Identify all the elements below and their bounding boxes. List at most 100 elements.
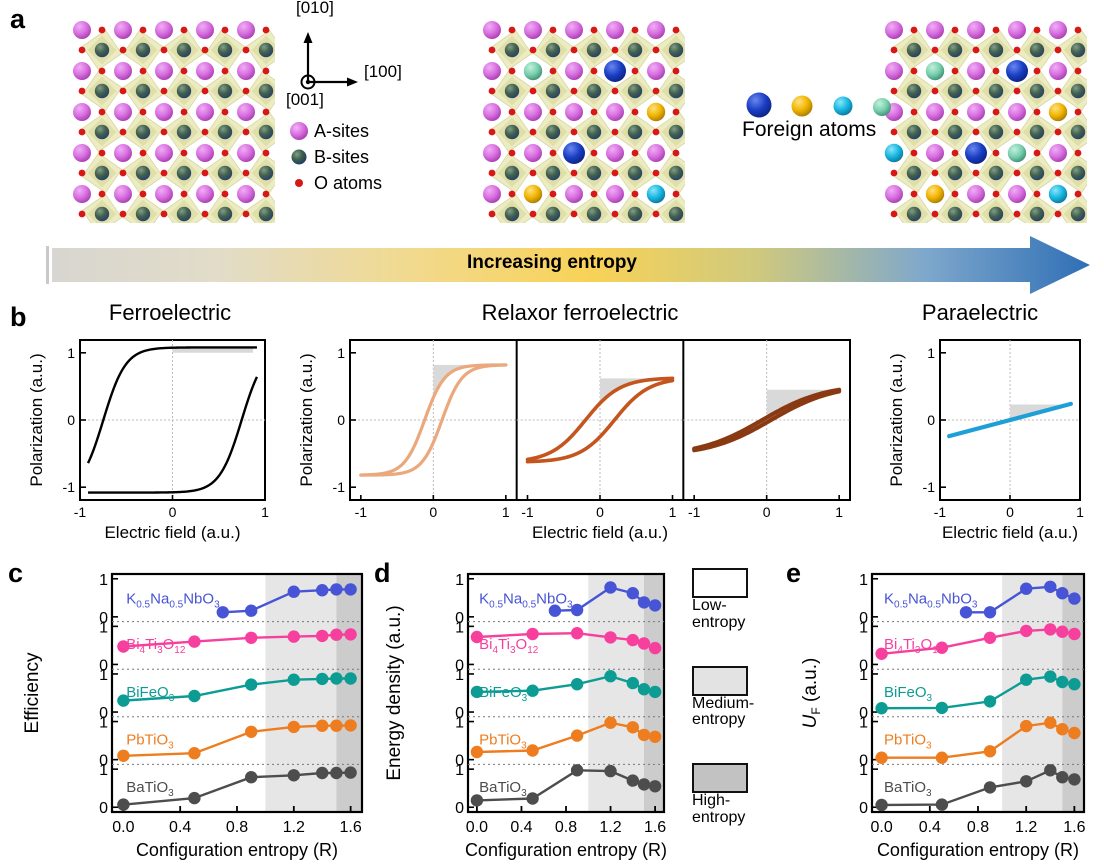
- svg-text:0: 0: [169, 504, 177, 520]
- legend-row-b-sites: B-sites: [288, 144, 382, 170]
- svg-text:0.0: 0.0: [466, 819, 488, 836]
- svg-text:0: 0: [859, 753, 868, 770]
- svg-text:1: 1: [835, 504, 843, 520]
- entropy-legend-label-low-2: entropy: [692, 613, 746, 631]
- svg-text:-1: -1: [63, 479, 76, 495]
- svg-text:Bi4Ti3O12: Bi4Ti3O12: [884, 636, 944, 656]
- svg-text:0: 0: [859, 610, 868, 627]
- svg-text:0.0: 0.0: [112, 819, 134, 836]
- title-paraelectric: Paraelectric: [921, 300, 1039, 325]
- svg-text:0: 0: [455, 657, 464, 674]
- svg-text:1.2: 1.2: [599, 819, 621, 836]
- svg-text:1: 1: [67, 345, 75, 361]
- svg-text:1: 1: [455, 572, 464, 589]
- svg-text:-1: -1: [74, 504, 87, 520]
- entropy-legend-swatch-low: [692, 568, 748, 598]
- entropy-legend: Low- entropy Medium- entropy High- entro…: [692, 568, 754, 827]
- svg-text:Bi4Ti3O12: Bi4Ti3O12: [126, 636, 186, 656]
- direction-axes-svg: [300, 32, 358, 90]
- svg-text:1: 1: [99, 667, 108, 684]
- svg-text:-1: -1: [333, 479, 346, 495]
- svg-text:Energy density (a.u.): Energy density (a.u.): [384, 605, 405, 780]
- foreign-atoms-svg: [746, 92, 891, 118]
- entropy-legend-label-high-1: High-: [692, 792, 731, 810]
- svg-text:0: 0: [99, 800, 108, 817]
- svg-text:PbTiO3: PbTiO3: [884, 731, 932, 751]
- svg-text:0.0: 0.0: [871, 819, 893, 836]
- svg-text:1: 1: [337, 345, 345, 361]
- svg-text:0: 0: [337, 412, 345, 428]
- legend-row-o-atoms: O atoms: [288, 170, 382, 196]
- panel-letter-d: d: [374, 558, 391, 588]
- svg-text:1: 1: [99, 619, 108, 636]
- hysteresis-relaxor-group: -1 0 1 -1 0 1 -1 0 1 1 0 -1 Polarization (a.u.) Elect…: [290, 330, 870, 545]
- entropy-legend-label-high-2: entropy: [692, 808, 746, 826]
- svg-text:PbTiO3: PbTiO3: [479, 731, 527, 751]
- increasing-entropy-arrow: [12, 236, 1092, 296]
- svg-text:1.6: 1.6: [644, 819, 666, 836]
- structure-legend: A-sites B-sites O atoms: [288, 118, 382, 196]
- panel-letter-c: c: [8, 558, 24, 588]
- direction-label-001: [001]: [286, 90, 324, 109]
- svg-text:BiFeO3: BiFeO3: [884, 684, 933, 704]
- foreign-atoms-swatches: [745, 88, 925, 122]
- entropy-arrow-svg: [46, 236, 1090, 294]
- legend-row-a-sites: A-sites: [288, 118, 382, 144]
- lattice-svg-ordered: [73, 21, 275, 223]
- svg-text:1: 1: [1076, 504, 1084, 520]
- svg-text:1: 1: [927, 345, 935, 361]
- svg-text:0: 0: [429, 504, 437, 520]
- svg-text:1: 1: [455, 715, 464, 732]
- chart-panel-d: 1 0 1 0 1 0 1 0 1 0 0.0 0.4 0.8 1.2 1.6 K0.5Na0.5NbO3 Bi…: [378, 560, 678, 860]
- svg-text:BiFeO3: BiFeO3: [479, 684, 528, 704]
- panel-letter-e: e: [786, 558, 802, 588]
- svg-text:K0.5Na0.5NbO3: K0.5Na0.5NbO3: [884, 591, 978, 611]
- entropy-legend-item-low: Low- entropy: [692, 568, 754, 632]
- svg-text:1.6: 1.6: [340, 819, 362, 836]
- svg-text:-1: -1: [923, 479, 936, 495]
- foreign-atoms-label: Foreign atoms: [742, 118, 877, 141]
- panel-letter-b: b: [10, 302, 27, 332]
- entropy-arrow-label: Increasing entropy: [467, 252, 637, 273]
- svg-text:0: 0: [67, 412, 75, 428]
- svg-text:Electric field (a.u.): Electric field (a.u.): [942, 523, 1078, 542]
- entropy-legend-swatch-high: [692, 763, 748, 794]
- svg-text:1: 1: [859, 715, 868, 732]
- svg-text:0.4: 0.4: [169, 819, 191, 836]
- svg-text:0: 0: [859, 705, 868, 722]
- svg-text:1: 1: [859, 619, 868, 636]
- svg-text:0: 0: [455, 753, 464, 770]
- svg-text:0.4: 0.4: [919, 819, 941, 836]
- svg-text:0: 0: [455, 800, 464, 817]
- svg-text:0: 0: [927, 412, 935, 428]
- direction-label-100: [100]: [364, 62, 402, 81]
- entropy-legend-label-medium-2: entropy: [692, 711, 746, 729]
- svg-text:Polarization (a.u.): Polarization (a.u.): [27, 353, 46, 486]
- direction-label-010: [010]: [296, 0, 334, 17]
- svg-text:0: 0: [455, 610, 464, 627]
- svg-text:BaTiO3: BaTiO3: [126, 779, 174, 799]
- svg-text:1.2: 1.2: [283, 819, 305, 836]
- entropy-legend-swatch-medium: [692, 665, 748, 696]
- svg-text:1: 1: [502, 504, 510, 520]
- svg-text:1: 1: [859, 762, 868, 779]
- svg-text:0: 0: [455, 705, 464, 722]
- legend-label-a-sites: A-sites: [314, 120, 370, 141]
- svg-text:Configuration entropy (R): Configuration entropy (R): [877, 840, 1079, 860]
- lattice-svg-high: [884, 21, 1087, 223]
- svg-text:0.4: 0.4: [510, 819, 532, 836]
- svg-text:BiFeO3: BiFeO3: [126, 684, 175, 704]
- svg-text:1: 1: [99, 572, 108, 589]
- svg-text:0: 0: [596, 504, 604, 520]
- svg-text:0: 0: [99, 753, 108, 770]
- b-site-icon: [291, 149, 307, 165]
- svg-text:-1: -1: [934, 504, 947, 520]
- hysteresis-paraelectric: -1 0 1 1 0 -1 Polarization (a.u.) Electric fiel…: [880, 330, 1090, 545]
- direction-axes: [286, 10, 416, 110]
- svg-text:0: 0: [859, 800, 868, 817]
- svg-text:1.6: 1.6: [1063, 819, 1085, 836]
- svg-text:0.8: 0.8: [555, 819, 577, 836]
- svg-text:0: 0: [99, 705, 108, 722]
- svg-text:K0.5Na0.5NbO3: K0.5Na0.5NbO3: [126, 591, 220, 611]
- perovskite-lattice-ordered: [60, 8, 275, 223]
